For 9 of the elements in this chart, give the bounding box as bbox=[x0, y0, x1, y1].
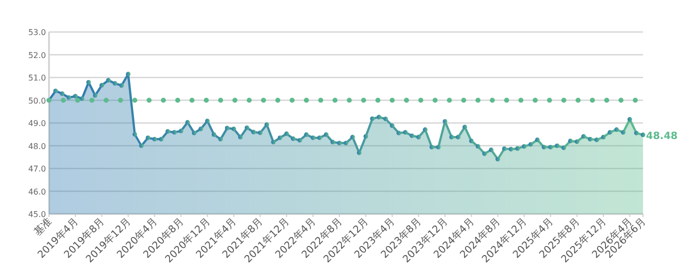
y-tick-label: 49.0 bbox=[28, 119, 46, 128]
y-tick-label: 46.0 bbox=[28, 187, 46, 196]
y-tick-label: 50.0 bbox=[28, 96, 46, 106]
y-tick-label: 52.0 bbox=[28, 50, 46, 60]
y-tick-label: 51.0 bbox=[28, 74, 46, 82]
y-tick-label: 53.0 bbox=[28, 28, 46, 37]
annotation: 48.48 bbox=[646, 130, 678, 142]
y-tick-label: 48.0 bbox=[28, 142, 46, 151]
y-tick-label: 47.0 bbox=[28, 164, 46, 174]
